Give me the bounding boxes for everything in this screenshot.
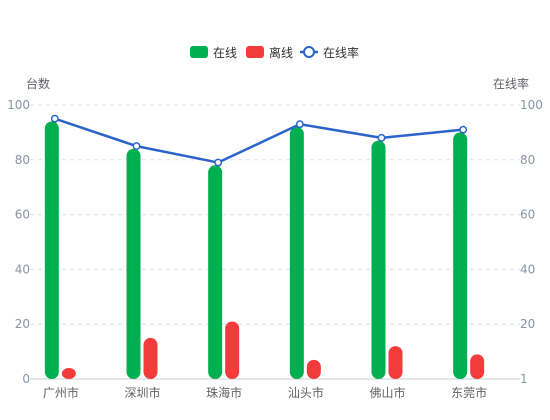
bar-offline[interactable] [388, 346, 403, 379]
rate-point[interactable] [50, 114, 59, 123]
y-tick-label: 60 [15, 208, 30, 222]
legend-label-online: 在线 [213, 46, 237, 60]
legend-marker-rate [303, 46, 315, 58]
legend-swatch-online [190, 46, 208, 58]
bar-online[interactable] [126, 148, 141, 379]
x-tick-label: 佛山市 [369, 385, 405, 400]
y2-tick-label: 60 [520, 208, 535, 222]
x-tick-label: 珠海市 [206, 385, 242, 400]
rate-line [54, 117, 464, 164]
bar-online[interactable] [453, 132, 468, 379]
x-tick-label: 东莞市 [451, 385, 487, 400]
y2-tick-label: 100 [520, 98, 543, 112]
bar-online[interactable] [44, 121, 59, 379]
legend: 在线 离线 在线率 [190, 45, 359, 60]
bars [44, 121, 485, 379]
y2-axis-ticks: 1 20 40 60 80 100 [520, 98, 543, 386]
legend-label-rate: 在线率 [323, 45, 359, 60]
bar-online[interactable] [208, 165, 223, 379]
y-tick-label: 40 [15, 262, 30, 276]
y2-tick-label: 1 [520, 372, 528, 386]
y-tick-label: 100 [7, 98, 30, 112]
y2-tick-label: 20 [520, 317, 535, 331]
legend-item-online[interactable]: 在线 [190, 46, 237, 60]
y-tick-label: 20 [15, 317, 30, 331]
bar-offline[interactable] [306, 359, 321, 379]
y2-tick-label: 80 [520, 153, 535, 167]
bar-offline[interactable] [470, 354, 485, 379]
rate-point[interactable] [295, 120, 304, 129]
grid [30, 104, 520, 380]
y-tick-label: 80 [15, 153, 30, 167]
rate-point[interactable] [214, 158, 223, 167]
x-axis-labels: 广州市 深圳市 珠海市 汕头市 佛山市 东莞市 [43, 385, 487, 400]
rate-point[interactable] [377, 133, 386, 142]
legend-item-rate[interactable]: 在线率 [300, 45, 359, 60]
bar-offline[interactable] [61, 368, 76, 379]
bar-online[interactable] [371, 140, 386, 379]
rate-line-layer [50, 114, 468, 167]
y2-axis-title: 在线率 [493, 76, 529, 91]
y-axis-ticks: 0 20 40 60 80 100 [7, 98, 30, 386]
rate-point[interactable] [459, 125, 468, 134]
y-tick-label: 0 [22, 372, 30, 386]
x-tick-label: 深圳市 [124, 385, 160, 400]
bar-offline[interactable] [225, 321, 240, 379]
bar-offline[interactable] [143, 337, 158, 379]
legend-label-offline: 离线 [269, 45, 293, 60]
legend-swatch-offline [246, 46, 264, 58]
legend-item-offline[interactable]: 离线 [246, 45, 293, 60]
x-tick-label: 广州市 [43, 385, 79, 400]
y2-tick-label: 40 [520, 262, 535, 276]
y-axis-title: 台数 [26, 76, 50, 91]
x-tick-label: 汕头市 [288, 385, 324, 400]
bar-online[interactable] [289, 126, 304, 379]
rate-point[interactable] [132, 142, 141, 151]
